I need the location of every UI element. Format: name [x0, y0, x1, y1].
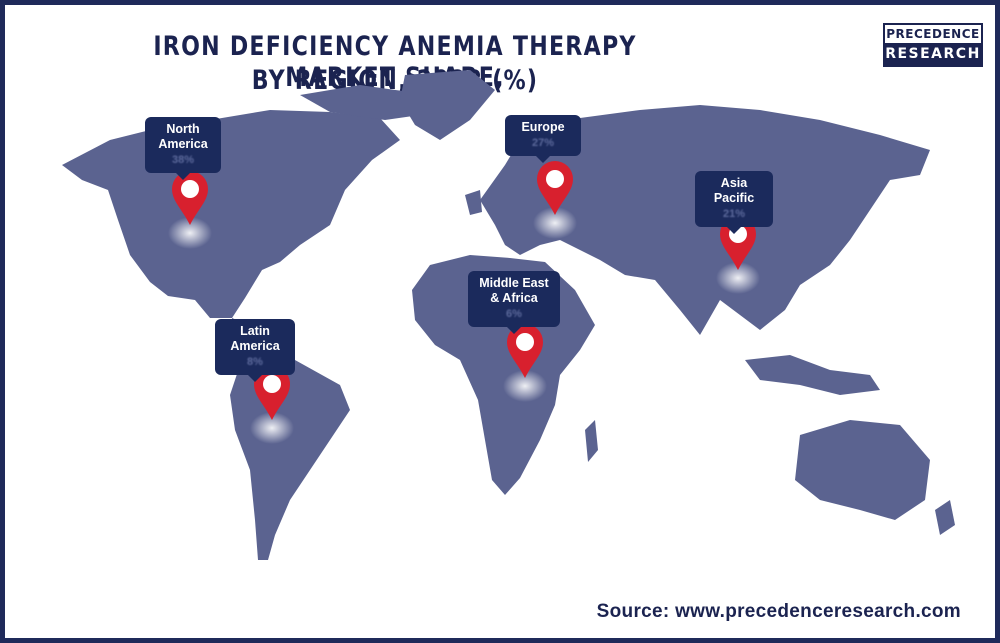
pin-glow: [533, 207, 577, 239]
region-name: Asia Pacific: [713, 176, 755, 205]
region-share: 21%: [722, 208, 746, 220]
region-label: Europe 27%: [505, 115, 581, 164]
logo-text: RESEARCH: [885, 43, 981, 65]
pin-dot: [263, 375, 281, 393]
pin: [533, 161, 577, 239]
region-share: 27%: [531, 137, 555, 149]
pin: [250, 365, 294, 444]
region-share: 38%: [171, 154, 195, 166]
source: Source: www.precedenceresearch.com: [596, 601, 961, 622]
region-share: 8%: [247, 356, 263, 368]
region-name: Latin America: [230, 324, 280, 353]
pin-glow: [250, 412, 294, 444]
pin: [168, 171, 212, 249]
region-label: Latin America 8%: [215, 319, 295, 383]
pin-dot: [516, 333, 534, 351]
logo: PRECEDENCE RESEARCH: [883, 23, 983, 67]
logo-text: PRECEDENCE: [886, 27, 980, 41]
pin-dot: [181, 180, 199, 198]
pin-glow: [168, 217, 212, 249]
pin-glow: [716, 262, 760, 294]
pin-dot: [546, 170, 564, 188]
pins: [168, 161, 760, 444]
region-label: Middle East & Africa 6%: [468, 271, 560, 335]
world-map: [62, 70, 955, 560]
region-name: Middle East & Africa: [479, 276, 549, 305]
region-name: Europe: [521, 120, 565, 134]
region-name: North America: [158, 122, 208, 151]
continents: [62, 70, 955, 560]
pin-glow: [503, 370, 547, 402]
region-label: North America 38%: [145, 117, 221, 181]
region-label: Asia Pacific 21%: [695, 171, 773, 235]
pin: [503, 324, 547, 402]
region-share: 6%: [506, 308, 522, 320]
